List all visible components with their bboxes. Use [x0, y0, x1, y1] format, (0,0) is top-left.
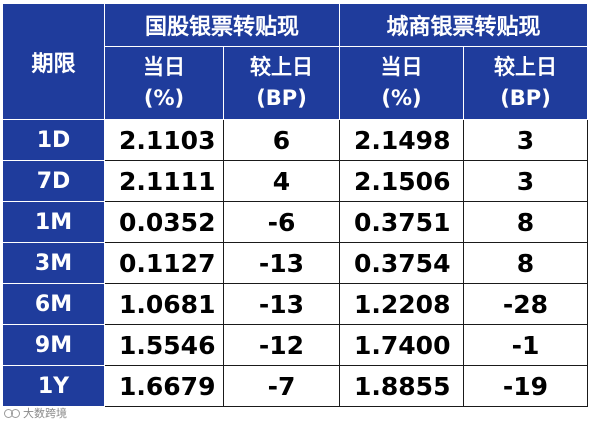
guogu-change-cell: -13 — [223, 283, 340, 325]
table-row: 9M 1.5546 -12 1.7400 -1 — [2, 324, 588, 366]
chengshang-today-cell: 1.8855 — [339, 365, 464, 407]
header-group-chengshang: 城商银票转贴现 — [339, 3, 588, 47]
guogu-change-cell: 4 — [223, 160, 340, 202]
chengshang-today-cell: 0.3754 — [339, 242, 464, 284]
table-row: 3M 0.1127 -13 0.3754 8 — [2, 242, 588, 284]
guogu-today-cell: 1.6679 — [104, 365, 224, 407]
rate-table: 期限 国股银票转贴现 城商银票转贴现 当日 (%) 较上日 (BP) 当日 (%) 较… — [2, 3, 588, 407]
term-cell: 7D — [2, 160, 105, 202]
chengshang-change-cell: 8 — [463, 242, 588, 284]
guogu-today-cell: 1.5546 — [104, 324, 224, 366]
term-cell: 3M — [2, 242, 105, 284]
table-row: 1D 2.1103 6 2.1498 3 — [2, 119, 588, 161]
term-cell: 6M — [2, 283, 105, 325]
chengshang-change-cell: 3 — [463, 119, 588, 161]
watermark-text: 大数跨境 — [23, 407, 67, 420]
subheader-change-guogu: 较上日 (BP) — [223, 46, 340, 120]
guogu-change-cell: -12 — [223, 324, 340, 366]
table-row: 7D 2.1111 4 2.1506 3 — [2, 160, 588, 202]
guogu-change-cell: 6 — [223, 119, 340, 161]
table-row: 1M 0.0352 -6 0.3751 8 — [2, 201, 588, 243]
chengshang-today-cell: 2.1506 — [339, 160, 464, 202]
watermark: 大数跨境 — [4, 405, 67, 421]
guogu-today-cell: 0.0352 — [104, 201, 224, 243]
guogu-today-cell: 2.1103 — [104, 119, 224, 161]
guogu-today-cell: 0.1127 — [104, 242, 224, 284]
guogu-today-cell: 2.1111 — [104, 160, 224, 202]
subheader-today-guogu: 当日 (%) — [104, 46, 224, 120]
term-cell: 9M — [2, 324, 105, 366]
chengshang-today-cell: 2.1498 — [339, 119, 464, 161]
guogu-change-cell: -7 — [223, 365, 340, 407]
chengshang-today-cell: 0.3751 — [339, 201, 464, 243]
subheader-today-chengshang: 当日 (%) — [339, 46, 464, 120]
table-row: 1Y 1.6679 -7 1.8855 -19 — [2, 365, 588, 407]
chengshang-change-cell: 3 — [463, 160, 588, 202]
chengshang-change-cell: -28 — [463, 283, 588, 325]
term-cell: 1M — [2, 201, 105, 243]
chengshang-change-cell: 8 — [463, 201, 588, 243]
watermark-logo-icon — [4, 408, 20, 418]
chengshang-change-cell: -1 — [463, 324, 588, 366]
chengshang-today-cell: 1.2208 — [339, 283, 464, 325]
guogu-change-cell: -13 — [223, 242, 340, 284]
term-cell: 1D — [2, 119, 105, 161]
chengshang-change-cell: -19 — [463, 365, 588, 407]
subheader-change-chengshang: 较上日 (BP) — [463, 46, 588, 120]
header-group-guogu: 国股银票转贴现 — [104, 3, 340, 47]
table-row: 6M 1.0681 -13 1.2208 -28 — [2, 283, 588, 325]
guogu-change-cell: -6 — [223, 201, 340, 243]
header-term: 期限 — [2, 3, 105, 120]
chengshang-today-cell: 1.7400 — [339, 324, 464, 366]
term-cell: 1Y — [2, 365, 105, 407]
guogu-today-cell: 1.0681 — [104, 283, 224, 325]
